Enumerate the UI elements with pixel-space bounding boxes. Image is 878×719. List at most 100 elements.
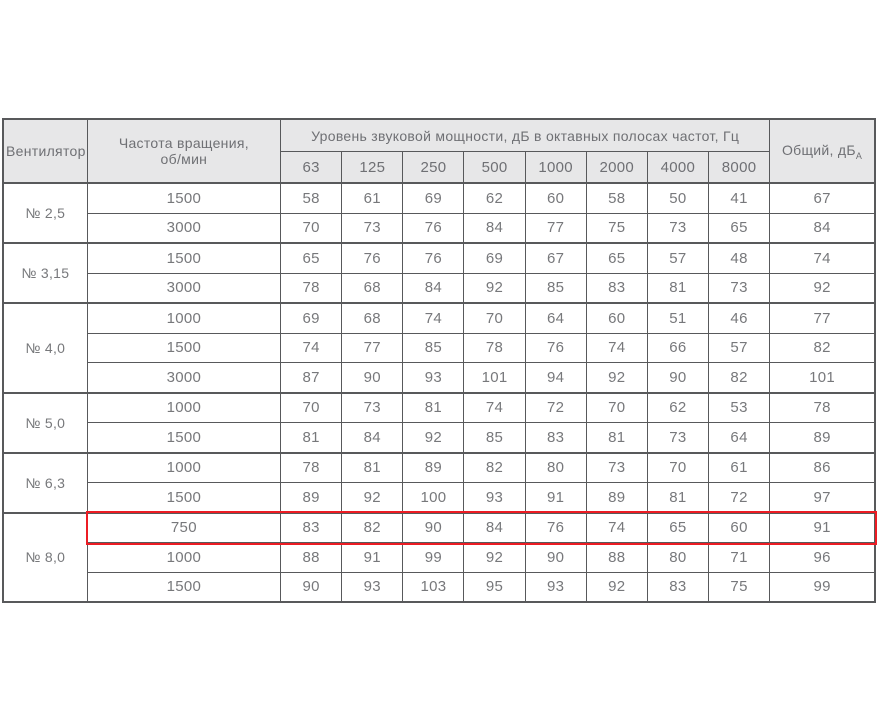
spl-value-cell-1000hz: 90 (524, 542, 587, 573)
spl-value-cell-500hz: 82 (463, 451, 526, 483)
data-row: № 5,0 1000 70 73 81 74 72 70 62 53 78 (2, 391, 876, 453)
rpm-cell: 1000 (86, 302, 282, 334)
total-column-header: Общий, дБА (769, 118, 876, 184)
spl-value-cell-125hz: 82 (341, 511, 404, 543)
frequency-header-row: 63 125 250 500 1000 2000 4000 8000 (3, 151, 875, 184)
spl-value-cell-500hz: 92 (463, 272, 526, 304)
spl-value-cell-4000hz: 66 (646, 332, 709, 363)
data-row: № 6,3 1000 78 81 89 82 80 73 70 61 86 (2, 451, 876, 513)
freq-column-header-125: 125 (341, 151, 404, 184)
spl-value-cell-4000hz: 81 (646, 272, 709, 304)
spl-value-cell-2000hz: 81 (585, 422, 648, 453)
freq-column-header-250: 250 (402, 151, 465, 184)
spl-value-cell-250hz: 90 (402, 511, 465, 543)
total-value-cell: 97 (769, 482, 876, 513)
rpm-cell: 1000 (86, 391, 282, 423)
spl-value-cell-250hz: 81 (402, 391, 465, 423)
spl-value-cell-63hz: 81 (280, 422, 343, 453)
spl-value-cell-1000hz: 76 (524, 511, 587, 543)
spl-value-cell-8000hz: 72 (707, 482, 771, 513)
rpm-cell: 1500 (86, 182, 282, 214)
data-row: 3000 87 90 93 101 94 92 90 82 101 (3, 362, 876, 393)
spl-value-cell-250hz: 76 (402, 212, 465, 244)
band-group-header: Уровень звуковой мощности, дБ в октавных… (280, 118, 771, 152)
data-row: № 4,0 1000 69 68 74 70 64 60 51 46 77 (2, 302, 876, 393)
freq-column-header-8000: 8000 (707, 151, 771, 184)
spl-value-cell-2000hz: 88 (585, 542, 648, 573)
spl-value-cell-250hz: 74 (402, 302, 465, 334)
spl-value-cell-250hz: 89 (402, 451, 465, 483)
rpm-cell: 1000 (86, 451, 282, 483)
spl-value-cell-1000hz: 76 (524, 332, 587, 363)
spl-value-cell-2000hz: 74 (585, 332, 648, 363)
data-row: 1500 89 92 100 93 91 89 81 72 97 (3, 482, 876, 513)
total-value-cell: 84 (769, 212, 876, 244)
spl-value-cell-4000hz: 81 (646, 482, 709, 513)
spl-value-cell-63hz: 58 (280, 182, 343, 214)
spl-value-cell-8000hz: 57 (707, 332, 771, 363)
total-value-cell: 78 (769, 391, 876, 423)
spl-value-cell-4000hz: 83 (646, 571, 709, 603)
spl-value-cell-4000hz: 65 (646, 511, 709, 543)
data-row: № 3,15 1500 65 76 76 69 67 65 57 48 74 (2, 242, 876, 304)
spl-value-cell-125hz: 76 (341, 242, 404, 274)
spl-value-cell-63hz: 65 (280, 242, 343, 274)
spl-value-cell-8000hz: 41 (707, 182, 771, 214)
spl-value-cell-125hz: 77 (341, 332, 404, 363)
spl-value-cell-500hz: 101 (463, 362, 526, 393)
freq-column-header-500: 500 (463, 151, 526, 184)
spl-value-cell-63hz: 74 (280, 332, 343, 363)
data-row: 1000 88 91 99 92 90 88 80 71 96 (3, 542, 876, 573)
spl-value-cell-125hz: 90 (341, 362, 404, 393)
total-value-cell: 89 (769, 422, 876, 453)
rpm-cell: 3000 (86, 272, 282, 304)
spl-value-cell-63hz: 88 (280, 542, 343, 573)
data-row: 1500 74 77 85 78 76 74 66 57 82 (3, 332, 876, 363)
spl-value-cell-500hz: 78 (463, 332, 526, 363)
spl-value-cell-250hz: 85 (402, 332, 465, 363)
spl-value-cell-1000hz: 83 (524, 422, 587, 453)
spl-value-cell-63hz: 90 (280, 571, 343, 603)
freq-column-header-4000: 4000 (646, 151, 709, 184)
spl-value-cell-250hz: 92 (402, 422, 465, 453)
rpm-cell: 1500 (86, 332, 282, 363)
spl-value-cell-250hz: 100 (402, 482, 465, 513)
spl-value-cell-2000hz: 73 (585, 451, 648, 483)
rpm-cell: 1500 (86, 242, 282, 274)
spl-value-cell-2000hz: 83 (585, 272, 648, 304)
spl-value-cell-63hz: 78 (280, 272, 343, 304)
spl-value-cell-250hz: 76 (402, 242, 465, 274)
spl-value-cell-63hz: 87 (280, 362, 343, 393)
spl-value-cell-500hz: 62 (463, 182, 526, 214)
spl-value-cell-8000hz: 46 (707, 302, 771, 334)
data-row: № 2,5 1500 58 61 69 62 60 58 50 41 67 (2, 182, 876, 244)
spl-value-cell-8000hz: 75 (707, 571, 771, 603)
spl-value-cell-500hz: 69 (463, 242, 526, 274)
spl-value-cell-8000hz: 61 (707, 451, 771, 483)
total-value-cell: 77 (769, 302, 876, 334)
total-header-text: Общий, дБ (781, 141, 856, 158)
freq-column-header-1000: 1000 (524, 151, 587, 184)
spl-value-cell-1000hz: 94 (524, 362, 587, 393)
fan-noise-table: Вентилятор Частота вращения, об/мин Уров… (2, 118, 876, 603)
total-value-cell: 101 (769, 362, 876, 393)
spl-value-cell-4000hz: 80 (646, 542, 709, 573)
spl-value-cell-125hz: 91 (341, 542, 404, 573)
spl-value-cell-2000hz: 58 (585, 182, 648, 214)
rpm-cell: 1500 (86, 571, 282, 603)
fan-noise-table-wrapper: Вентилятор Частота вращения, об/мин Уров… (2, 118, 877, 603)
spl-value-cell-125hz: 61 (341, 182, 404, 214)
fan-column-header: Вентилятор (2, 118, 88, 184)
total-value-cell: 82 (769, 332, 876, 363)
spl-value-cell-2000hz: 89 (585, 482, 648, 513)
total-value-cell: 91 (769, 511, 876, 543)
spl-value-cell-4000hz: 70 (646, 451, 709, 483)
spl-value-cell-500hz: 84 (463, 212, 526, 244)
spl-value-cell-8000hz: 73 (707, 272, 771, 304)
spl-value-cell-125hz: 93 (341, 571, 404, 603)
spl-value-cell-125hz: 68 (341, 272, 404, 304)
spl-value-cell-125hz: 92 (341, 482, 404, 513)
spl-value-cell-125hz: 84 (341, 422, 404, 453)
total-value-cell: 96 (769, 542, 876, 573)
rpm-cell: 3000 (86, 362, 282, 393)
